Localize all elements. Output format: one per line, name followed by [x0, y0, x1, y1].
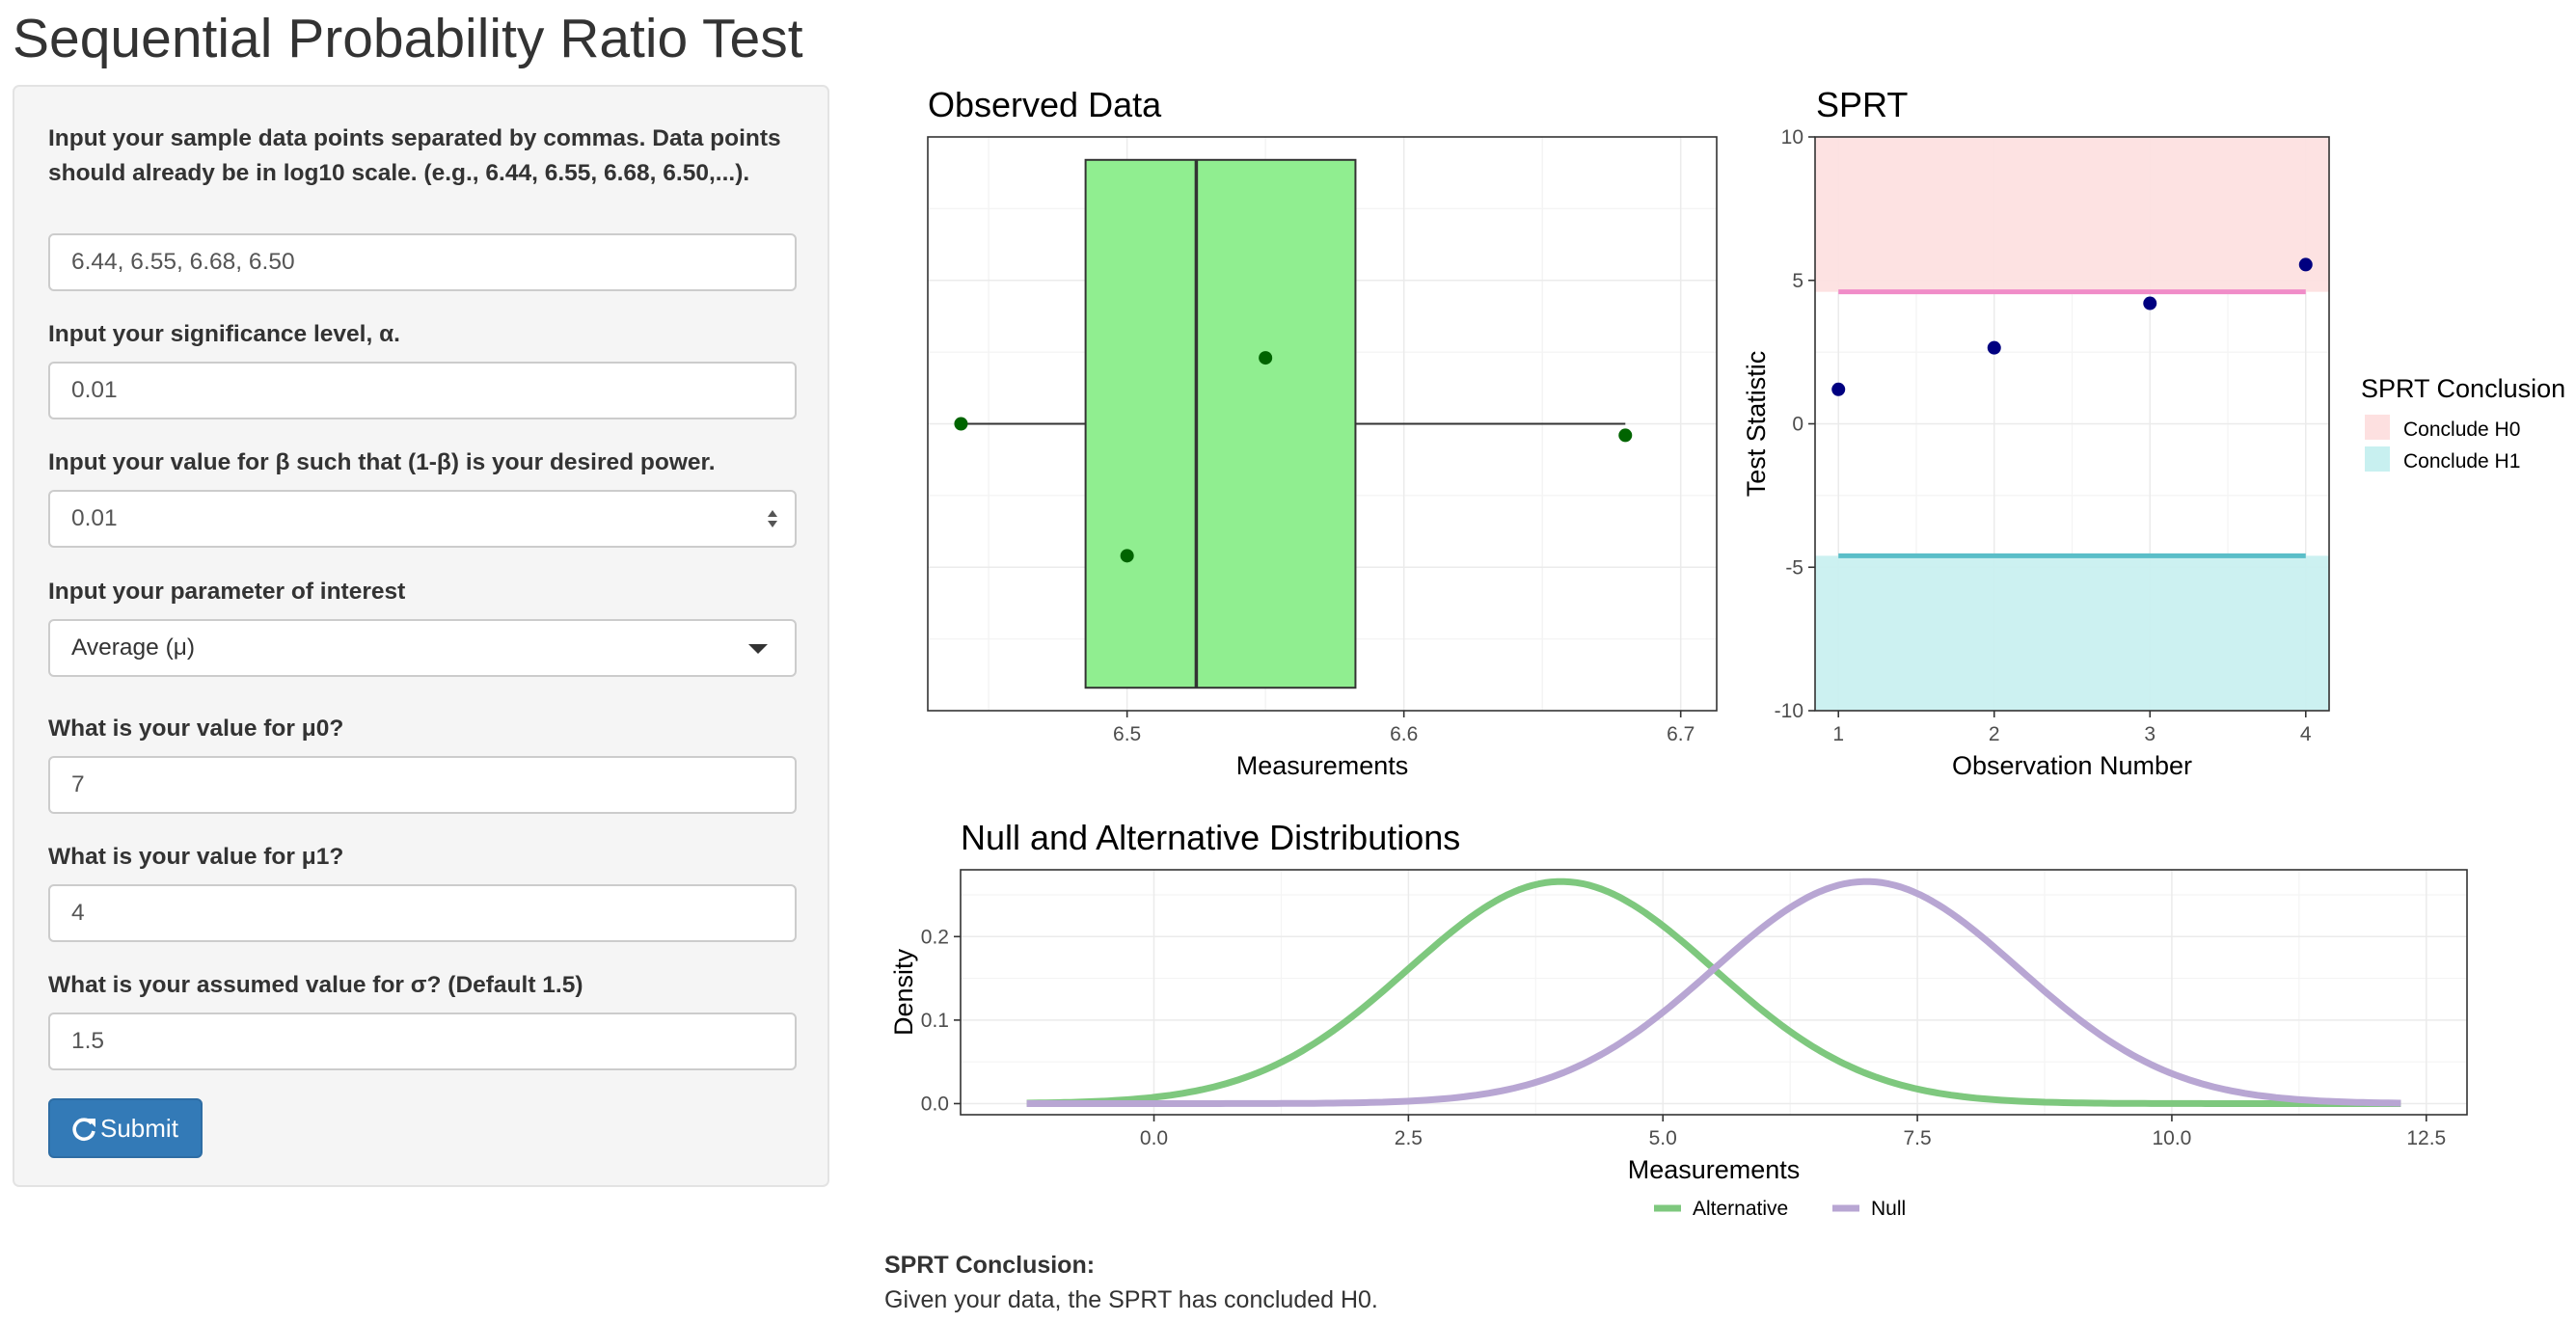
density-line-null [1026, 878, 2401, 1107]
alpha-input[interactable]: 0.01 [48, 362, 797, 419]
sprt-legend-label: Conclude H0 [2403, 418, 2520, 441]
sprt-point [2143, 296, 2157, 310]
distributions-x-axis-label: Measurements [1628, 1155, 1801, 1184]
distributions-y-tick-label: 0.0 [921, 1093, 949, 1115]
sprt-y-tick-label: -10 [1775, 700, 1803, 722]
distributions-chart: 0.0 0.1 0.2 0.0 2.5 5.0 7.5 10.0 12.5 Measurement… [889, 869, 2468, 1220]
distributions-x-tick-label: 2.5 [1395, 1127, 1423, 1149]
distributions-legend-label: Alternative [1693, 1198, 1788, 1220]
sprt-x-tick-label: 2 [1989, 723, 2000, 745]
sprt-y-tick-label: 0 [1792, 414, 1803, 436]
conclusion-heading: SPRT Conclusion: [884, 1252, 1096, 1279]
mu0-input[interactable]: 7 [48, 756, 797, 814]
distributions-y-tick-label: 0.1 [921, 1010, 949, 1032]
sprt-legend-key [2365, 446, 2390, 472]
parameter-select[interactable]: Average (μ) [48, 619, 797, 677]
parameter-selected-value: Average (μ) [71, 634, 196, 661]
sprt-legend-key [2365, 415, 2390, 440]
observed-x-axis-label: Measurements [1236, 751, 1409, 780]
distributions-y-axis-label: Density [889, 948, 918, 1036]
observed-x-tick-label: 6.6 [1390, 723, 1418, 745]
conclude-h0-band [1815, 137, 2329, 292]
data-points-input[interactable]: 6.44, 6.55, 6.68, 6.50 [48, 233, 797, 291]
distributions-x-tick-label: 12.5 [2406, 1127, 2446, 1149]
sprt-legend-label: Conclude H1 [2403, 450, 2520, 472]
distributions-title: Null and Alternative Distributions [961, 818, 1461, 857]
sprt-x-axis-label: Observation Number [1952, 751, 2192, 780]
page-title: Sequential Probability Ratio Test [13, 8, 803, 69]
observed-point [1618, 428, 1633, 443]
observed-point [954, 417, 968, 431]
distributions-x-tick-label: 0.0 [1140, 1127, 1168, 1149]
distributions-x-tick-label: 5.0 [1649, 1127, 1677, 1149]
sprt-y-tick-label: 5 [1792, 270, 1803, 292]
alpha-label: Input your significance level, α. [48, 321, 400, 347]
parameter-label: Input your parameter of interest [48, 579, 406, 605]
conclude-h1-band [1815, 555, 2329, 711]
observed-data-title: Observed Data [928, 85, 1162, 124]
sprt-y-tick-label: -5 [1785, 556, 1803, 579]
observed-point [1120, 549, 1134, 563]
observed-point [1259, 351, 1273, 365]
sprt-x-tick-label: 3 [2144, 723, 2156, 745]
box-iqr [1084, 158, 1357, 689]
beta-label: Input your value for β such that (1-β) i… [48, 449, 716, 475]
sprt-legend-title: SPRT Conclusion [2361, 374, 2565, 403]
sprt-x-tick-label: 1 [1832, 723, 1844, 745]
sprt-point [1831, 382, 1846, 396]
observed-x-tick-label: 6.7 [1667, 723, 1695, 745]
caret-down-icon [748, 644, 768, 654]
distributions-panel [961, 870, 2467, 1115]
sprt-y-tick-label: 10 [1781, 126, 1803, 148]
distributions-y-tick-label: 0.2 [921, 926, 949, 948]
mu1-label: What is your value for μ1? [48, 844, 344, 870]
sprt-y-axis-label: Test Statistic [1742, 351, 1771, 498]
sprt-title: SPRT [1816, 85, 1909, 124]
beta-value: 0.01 [71, 505, 118, 531]
beta-input[interactable]: 0.01 [48, 490, 797, 548]
observed-panel-border [927, 136, 1718, 712]
sigma-label: What is your assumed value for σ? (Defau… [48, 972, 583, 998]
sprt-chart: -10 -5 0 5 10 1 2 3 4 Observation Number Test Stat… [1742, 126, 2565, 780]
submit-button[interactable]: Submit [48, 1098, 203, 1158]
sigma-input[interactable]: 1.5 [48, 1012, 797, 1070]
mu1-input[interactable]: 4 [48, 884, 797, 942]
submit-label: Submit [100, 1114, 178, 1143]
sprt-point [1987, 340, 2001, 355]
observed-data-chart: 6.5 6.6 6.7 Measurements [927, 136, 1718, 780]
data-points-label: Input your sample data points separated … [48, 125, 781, 186]
refresh-icon [72, 1118, 95, 1141]
spinner-updown-icon[interactable] [766, 507, 779, 530]
mu0-label: What is your value for μ0? [48, 716, 344, 742]
sprt-point [2298, 257, 2313, 272]
conclusion-text: Given your data, the SPRT has concluded … [884, 1286, 1378, 1313]
sprt-x-tick-label: 4 [2300, 723, 2312, 745]
input-sidebar: Input your sample data points separated … [13, 85, 829, 1187]
distributions-panel-border [960, 869, 2468, 1116]
distributions-legend-label: Null [1871, 1198, 1906, 1220]
observed-x-tick-label: 6.5 [1113, 723, 1141, 745]
distributions-x-tick-label: 10.0 [2152, 1127, 2191, 1149]
distributions-x-tick-label: 7.5 [1903, 1127, 1931, 1149]
